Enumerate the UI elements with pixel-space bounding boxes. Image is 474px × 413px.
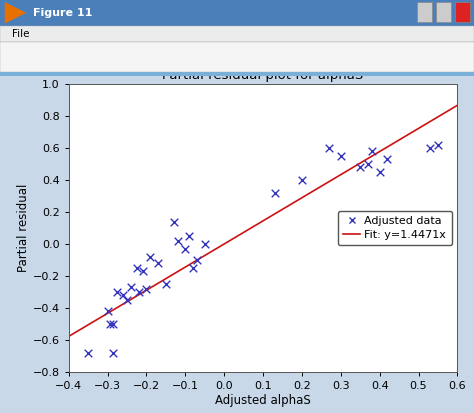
Point [298, 177, 306, 183]
Point [127, 284, 135, 290]
Text: File: File [12, 29, 29, 39]
Point [193, 256, 201, 263]
Point [135, 289, 143, 295]
Point [170, 218, 177, 225]
Point [376, 169, 383, 176]
Point [201, 241, 209, 247]
Point [364, 161, 372, 167]
Point [106, 320, 113, 327]
Point [162, 280, 170, 287]
Y-axis label: Partial residual: Partial residual [17, 184, 30, 272]
Point [109, 320, 117, 327]
Point [109, 349, 117, 356]
Point [113, 289, 121, 295]
Point [427, 145, 434, 152]
Point [368, 148, 376, 154]
Point [383, 156, 391, 163]
Point [434, 142, 442, 148]
Point [84, 349, 92, 356]
Point [356, 164, 364, 171]
Point [182, 245, 189, 252]
X-axis label: Adjusted alphaS: Adjusted alphaS [215, 394, 311, 406]
Point [189, 265, 197, 271]
Point [155, 260, 162, 266]
Point [146, 254, 154, 260]
Legend: Adjusted data, Fit: y=1.4471x: Adjusted data, Fit: y=1.4471x [338, 211, 452, 245]
Point [119, 292, 127, 298]
Point [139, 268, 146, 274]
Point [185, 233, 193, 239]
Title: Partial residual plot for alphaS: Partial residual plot for alphaS [163, 69, 364, 82]
Point [133, 265, 140, 271]
Point [271, 190, 279, 196]
Point [143, 285, 150, 292]
Point [337, 153, 345, 159]
Text: Figure 11: Figure 11 [33, 8, 92, 18]
Point [123, 297, 131, 303]
Point [174, 237, 182, 244]
Point [325, 145, 333, 152]
Point [104, 308, 111, 314]
